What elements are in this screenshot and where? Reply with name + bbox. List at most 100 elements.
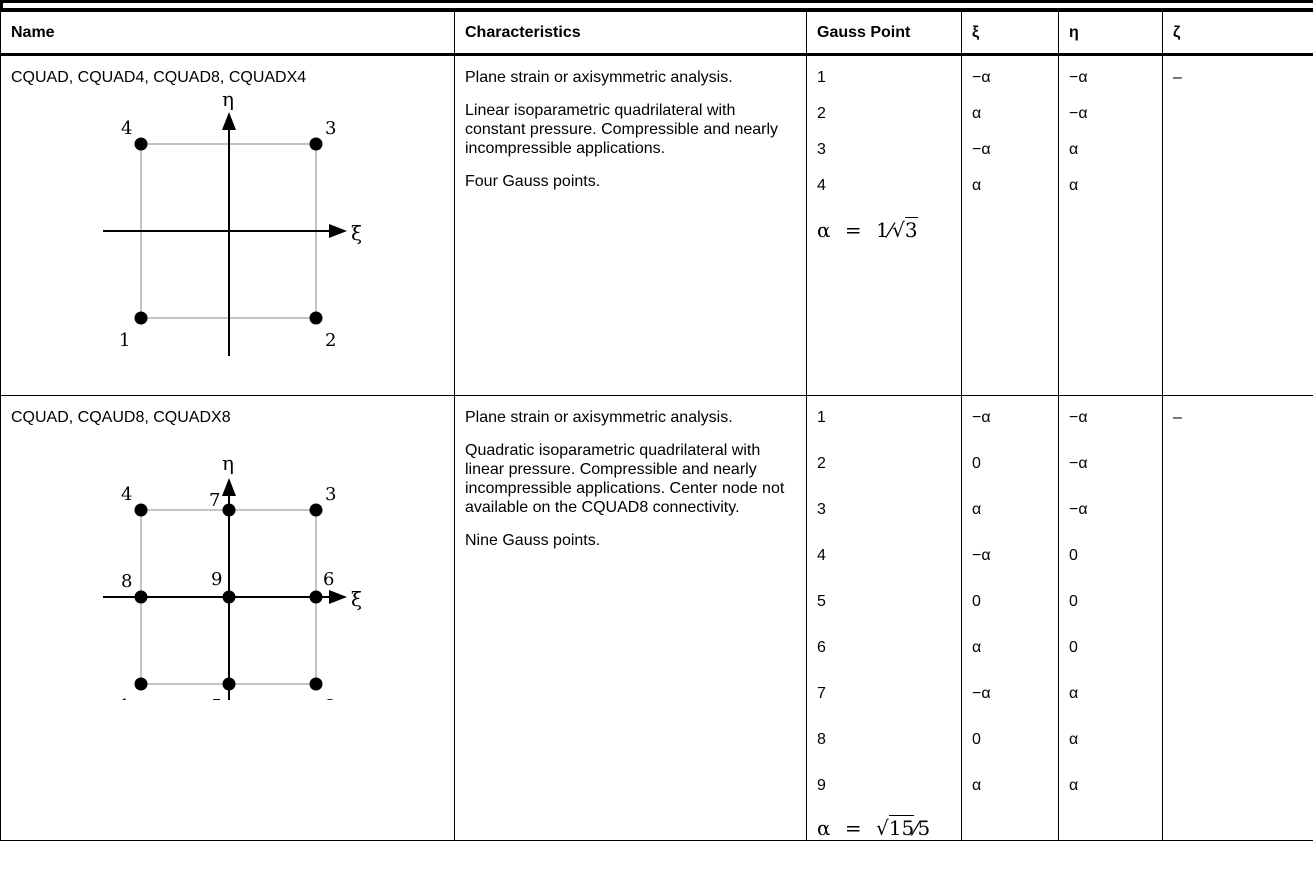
node-1 xyxy=(134,311,148,325)
xi-value: α xyxy=(972,177,982,194)
node-label-8: 8 xyxy=(121,571,132,592)
radicand: 15 xyxy=(888,815,915,840)
node-9 xyxy=(222,590,236,604)
eta-value: 0 xyxy=(1069,547,1078,564)
characteristics-text: Nine Gauss points. xyxy=(465,532,601,549)
element-name: CQUAD, CQAUD8, CQUADX8 xyxy=(11,409,231,426)
element-name: CQUAD, CQUAD4, CQUAD8, CQUADX4 xyxy=(11,69,307,86)
node-label-4: 4 xyxy=(121,118,132,139)
gauss-point-number: 6 xyxy=(817,639,826,656)
eta-cell: −α −α −α 0 0 0 α α α xyxy=(1058,395,1163,841)
node-label-3: 3 xyxy=(325,118,336,139)
node-1 xyxy=(134,677,148,691)
node-label-2: 2 xyxy=(325,696,336,700)
characteristics-text: Linear isoparametric quadrilateral with … xyxy=(465,102,779,157)
xi-axis-arrow xyxy=(329,590,347,604)
characteristics-text: Plane strain or axisymmetric analysis. xyxy=(465,69,733,86)
gauss-point-number: 7 xyxy=(817,685,826,702)
node-label-9: 9 xyxy=(211,569,222,590)
gauss-point-number: 2 xyxy=(817,105,826,122)
xi-value: −α xyxy=(972,69,991,86)
xi-value: α xyxy=(972,777,982,794)
gauss-point-number: 9 xyxy=(817,777,826,794)
node-label-7: 7 xyxy=(209,490,220,511)
eta-value: 0 xyxy=(1069,639,1078,656)
characteristics-text: Plane strain or axisymmetric analysis. xyxy=(465,409,733,426)
equals-sign: = xyxy=(844,816,862,840)
eta-value: α xyxy=(1069,777,1079,794)
division-slash: ⁄ xyxy=(914,816,918,840)
eta-axis-label: η xyxy=(222,451,234,475)
xi-value: 0 xyxy=(972,731,981,748)
page-left-tick xyxy=(0,0,3,10)
alpha-numerator: 1 xyxy=(876,218,889,242)
name-cell: CQUAD, CQAUD8, CQUADX8 η ξ xyxy=(0,395,455,841)
node-4 xyxy=(134,503,148,517)
xi-value: α xyxy=(972,105,982,122)
header-xi: ξ xyxy=(961,8,1059,56)
node-label-3: 3 xyxy=(325,484,336,505)
node-2 xyxy=(309,311,323,325)
eta-value: α xyxy=(1069,685,1079,702)
node-label-4: 4 xyxy=(121,484,132,505)
equals-sign: = xyxy=(844,218,862,242)
xi-axis-label: ξ xyxy=(351,587,362,611)
characteristics-cell: Plane strain or axisymmetric analysis. Q… xyxy=(454,395,807,841)
gauss-point-number: 3 xyxy=(817,141,826,158)
node-label-5: 5 xyxy=(211,696,222,700)
alpha-symbol: α xyxy=(817,816,831,840)
sqrt-sign: √ xyxy=(876,816,889,840)
gauss-point-number: 5 xyxy=(817,593,826,610)
alpha-formula: α = √15⁄5 xyxy=(807,815,961,840)
xi-axis-arrow xyxy=(329,224,347,238)
eta-axis-arrow xyxy=(222,478,236,496)
node-6 xyxy=(309,590,323,604)
node-4 xyxy=(134,137,148,151)
name-cell: CQUAD, CQUAD4, CQUAD8, CQUADX4 η ξ 4 xyxy=(0,54,455,396)
xi-value: −α xyxy=(972,685,991,702)
xi-value: −α xyxy=(972,141,991,158)
eta-value: −α xyxy=(1069,455,1088,472)
table-row: CQUAD, CQUAD4, CQUAD8, CQUADX4 η ξ 4 xyxy=(0,54,1313,396)
eta-value: α xyxy=(1069,177,1079,194)
gauss-point-cell: 1 2 3 4 α = 1⁄√3 xyxy=(806,54,962,396)
zeta-value: – xyxy=(1173,69,1182,86)
node-label-1: 1 xyxy=(119,696,130,700)
alpha-denominator: 5 xyxy=(917,816,931,840)
node-label-2: 2 xyxy=(325,330,336,351)
eta-value: −α xyxy=(1069,501,1088,518)
eta-value: α xyxy=(1069,141,1079,158)
gauss-point-cell: 1 2 3 4 5 6 7 8 9 α = √15⁄5 xyxy=(806,395,962,841)
zeta-cell: – xyxy=(1162,54,1313,396)
header-row: Name Characteristics Gauss Point ξ η ζ xyxy=(0,8,1313,56)
eta-value: −α xyxy=(1069,69,1088,86)
header-gauss-point: Gauss Point xyxy=(806,8,962,56)
xi-axis-label: ξ xyxy=(351,221,362,245)
eta-value: α xyxy=(1069,731,1079,748)
node-2 xyxy=(309,677,323,691)
zeta-value: – xyxy=(1173,409,1182,426)
sqrt-sign: √ xyxy=(892,218,905,242)
node-7 xyxy=(222,503,236,517)
table-row: CQUAD, CQAUD8, CQUADX8 η ξ xyxy=(0,395,1313,841)
xi-value: α xyxy=(972,639,982,656)
xi-cell: −α α −α α xyxy=(961,54,1059,396)
page-top-rule xyxy=(0,0,1313,3)
node-label-1: 1 xyxy=(119,330,130,351)
characteristics-text: Four Gauss points. xyxy=(465,173,601,190)
node-3 xyxy=(309,137,323,151)
eta-axis-arrow xyxy=(222,112,236,130)
gauss-point-number: 8 xyxy=(817,731,826,748)
gauss-point-number: 3 xyxy=(817,501,826,518)
gauss-point-number: 4 xyxy=(817,177,826,194)
node-5 xyxy=(222,677,236,691)
eta-value: 0 xyxy=(1069,593,1078,610)
radicand: 3 xyxy=(904,217,918,242)
eta-cell: −α −α α α xyxy=(1058,54,1163,396)
characteristics-cell: Plane strain or axisymmetric analysis. L… xyxy=(454,54,807,396)
eta-value: −α xyxy=(1069,105,1088,122)
gauss-point-table: Name Characteristics Gauss Point ξ η ζ C… xyxy=(0,8,1313,841)
eta-value: −α xyxy=(1069,409,1088,426)
header-eta: η xyxy=(1058,8,1163,56)
xi-value: 0 xyxy=(972,455,981,472)
